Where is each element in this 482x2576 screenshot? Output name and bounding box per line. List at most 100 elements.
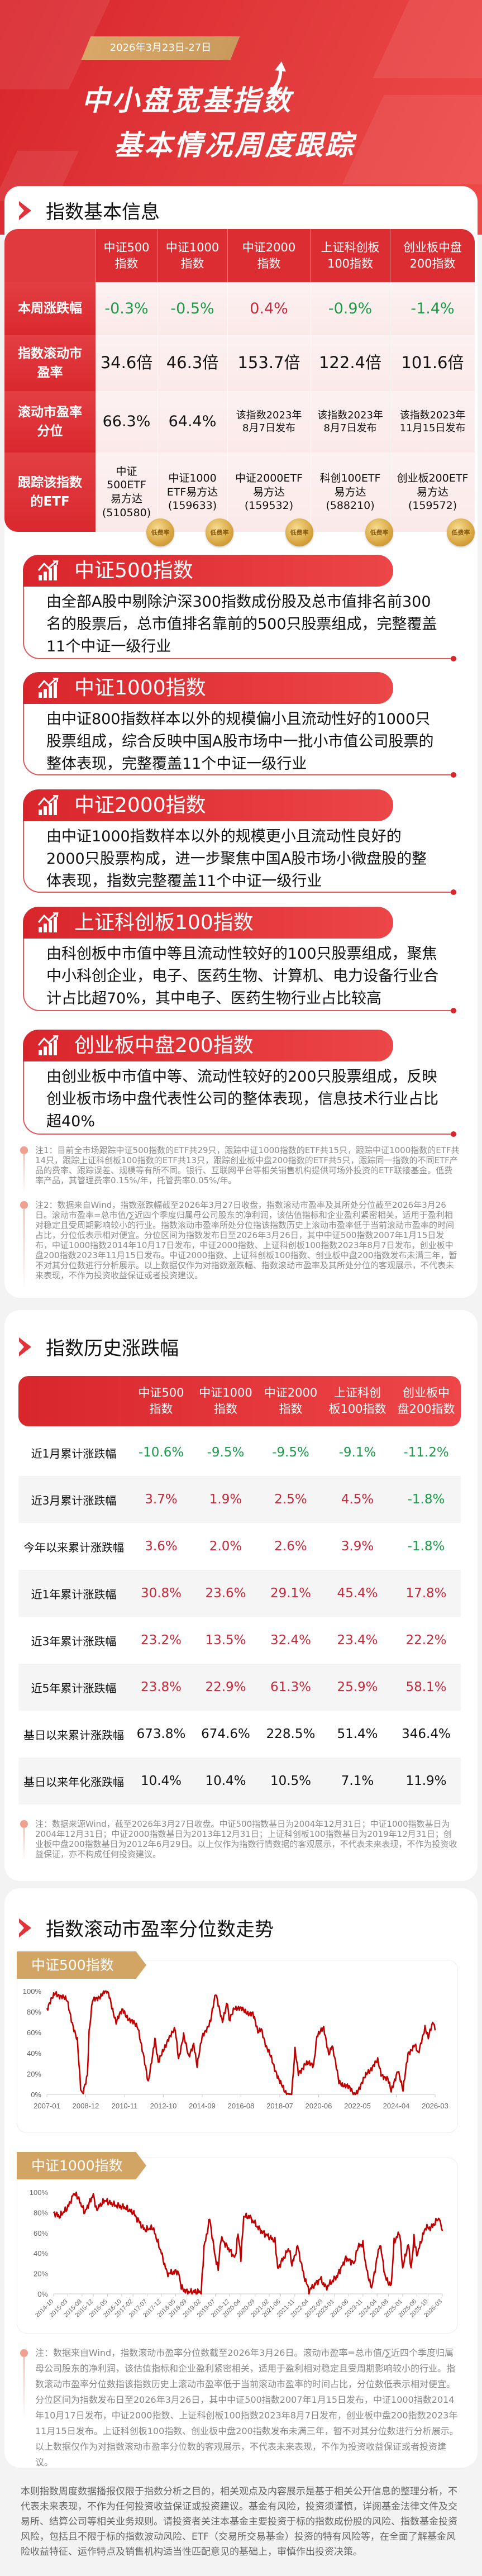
- row-label: 今年以来累计涨跌幅: [23, 1540, 124, 1554]
- table-cell: 中证1000 ETF易方达 (159633): [157, 453, 227, 532]
- section-title: 指数滚动市盈率分位数走势: [46, 1918, 274, 1941]
- table-row: 近5年累计涨跌幅 23.8% 22.9% 61.3% 25.9% 58.1%: [18, 1664, 461, 1711]
- note-dot: [20, 1201, 28, 1209]
- end-dot-icon: [451, 889, 456, 895]
- table-cell: 58.1%: [405, 1680, 447, 1694]
- index-description-0: 中证500指数 由全部A股中剔除沪深300指数成份股及总市值排名前300名的股票后…: [23, 555, 456, 661]
- x-tick-label: 2012-10: [150, 2102, 177, 2110]
- note-line: [23, 1153, 25, 1193]
- pe-percentile-line: [53, 2191, 443, 2295]
- column-header: 创业板中 盘200指数: [397, 1385, 455, 1416]
- table-cell: 2.6%: [274, 1539, 307, 1554]
- description-title: 中证1000指数: [74, 677, 206, 699]
- chevron-right-icon: [19, 201, 31, 220]
- up-arrow-icon: [268, 61, 286, 94]
- table-cell: 25.9%: [337, 1680, 378, 1694]
- description-body: 由创业板中市值中等、流动性较好的200只股票组成，反映创业板市场中盘代表性公司的…: [23, 1061, 453, 1135]
- low-fee-badge: 低费率: [365, 518, 393, 546]
- x-tick-label: 2010-11: [112, 2102, 138, 2110]
- description-header: 中证500指数: [23, 555, 393, 587]
- section-header: 指数基本信息: [19, 197, 160, 224]
- table-cell: -1.8%: [407, 1539, 445, 1554]
- table-cell: 51.4%: [337, 1727, 378, 1741]
- bar-chart-trend-icon: [37, 1035, 59, 1055]
- y-tick-label: 100%: [30, 2188, 49, 2197]
- table-row: 近3年累计涨跌幅 23.2% 13.5% 32.4% 23.4% 22.2%: [18, 1617, 461, 1664]
- table-cell: 32.4%: [270, 1633, 312, 1648]
- table-cell: 11.9%: [405, 1774, 447, 1788]
- description-title: 中证500指数: [74, 559, 193, 582]
- row-label: 基日以来累计涨跌幅: [23, 1728, 124, 1742]
- history-note-text: 注：数据来源Wind，截至2026年3月27日收盘。中证500指数基日为2004…: [35, 1819, 457, 1859]
- x-tick-label: 2008-12: [73, 2102, 99, 2110]
- chart-tag-csi500: 中证500指数: [17, 1951, 146, 1979]
- description-header: 创业板中盘200指数: [23, 1030, 393, 1061]
- table-row: 近1月累计涨跌幅 -10.6% -9.5% -9.5% -9.1% -11.2%: [18, 1429, 461, 1476]
- table-cell: -1.8%: [407, 1492, 445, 1507]
- table-cell: 673.8%: [136, 1727, 186, 1741]
- table-cell: 23.8%: [140, 1680, 182, 1694]
- table-cell: 10.5%: [270, 1774, 312, 1788]
- table-cell: -0.5%: [157, 282, 227, 335]
- note-line: [23, 1827, 25, 1860]
- disclaimer: 本则指数周度数据播报仅限于指数分析之目的，相关观点及内容展示是基于相关公开信息的…: [21, 2486, 457, 2558]
- history-table: 近1月累计涨跌幅 -10.6% -9.5% -9.5% -9.1% -11.2% 近3月累计…: [18, 1429, 461, 1804]
- table-cell: 228.5%: [266, 1727, 316, 1741]
- table-row: 近1年累计涨跌幅 30.8% 23.6% 29.1% 45.4% 17.8%: [18, 1570, 461, 1617]
- table-cell: 7.1%: [341, 1774, 374, 1788]
- table-cell: -1.4%: [390, 282, 475, 335]
- table-cell: 2.5%: [274, 1492, 307, 1507]
- table-cell: 13.5%: [205, 1633, 246, 1648]
- row-label: 近5年累计涨跌幅: [31, 1681, 117, 1695]
- table-cell: -0.9%: [310, 282, 390, 335]
- table-cell: -0.3%: [96, 282, 157, 335]
- banner-title-line1: 中小盘宽基指数: [82, 84, 293, 117]
- decor-shape: [342, 95, 482, 184]
- end-dot-icon: [451, 656, 456, 661]
- table-cell: 2.0%: [209, 1539, 242, 1554]
- row-label: 近3年累计涨跌幅: [31, 1634, 117, 1648]
- chart-box-csi500: 0% 20% 40% 60% 80% 100% 2007-01 2008-12 2010-11 2…: [17, 1960, 458, 2133]
- basic-info-table: 中证500 指数 中证1000 指数 中证2000 指数 上证科创板 100指数 创业板…: [4, 229, 475, 532]
- table-cell: 10.4%: [205, 1774, 246, 1788]
- end-dot-icon: [451, 772, 456, 778]
- bar-chart-trend-icon: [37, 560, 59, 580]
- basic-note-1: 注2：数据来自Wind，指数涨跌幅截至2026年3月27日收盘，指数滚动市盈率及…: [20, 1200, 460, 1291]
- x-tick-label: 2014-09: [189, 2102, 216, 2110]
- pe-percentile-chart-csi500: 0% 20% 40% 60% 80% 100% 2007-01 2008-12 2010-11 2…: [23, 1987, 448, 2110]
- bar-chart-trend-icon: [37, 912, 59, 932]
- table-corner-cell: [4, 229, 96, 282]
- description-body: 由科创板中市值中等且流动性较好的100只股票组成，聚焦中小科创企业，电子、医药生…: [23, 939, 453, 1011]
- table-cell: 674.6%: [201, 1727, 250, 1741]
- pe-percentile-chart-csi1000: 0%20%40%60%80%100%2014-102015-032015-082…: [30, 2188, 443, 2319]
- table-cell: 该指数2023年 8月7日发布: [310, 391, 390, 453]
- note-text: 注1：目前全市场跟踪中证500指数的ETF共29只，跟踪中证1000指数的ETF…: [35, 1145, 460, 1185]
- table-cell: 中证2000ETF 易方达 (159532): [227, 453, 310, 532]
- description-body: 由中证1000指数样本以外的规模更小且流动性良好的2000只股票构成，进一步聚焦…: [23, 821, 453, 893]
- y-tick-label: 40%: [27, 2049, 41, 2058]
- description-body: 由中证800指数样本以外的规模偏小且流动性好的1000只股票组成，综合反映中国A…: [23, 704, 453, 775]
- x-tick-label: 2024-04: [383, 2102, 410, 2110]
- table-cell: 该指数2023年 11月15日发布: [390, 391, 475, 453]
- note-dot: [20, 2349, 28, 2357]
- description-header: 上证科创板100指数: [23, 907, 393, 939]
- low-fee-badge: 低费率: [146, 518, 174, 546]
- description-header: 中证2000指数: [23, 789, 393, 821]
- note-line: [23, 1208, 25, 1291]
- bar-chart-trend-icon: [37, 795, 59, 815]
- table-cell: -9.5%: [272, 1445, 309, 1460]
- table-cell: 10.4%: [140, 1774, 182, 1788]
- bar-chart-trend-icon: [37, 678, 59, 698]
- column-header: 创业板中盘 200指数: [390, 229, 475, 282]
- date-range: 2026年3月23日-27日: [109, 42, 212, 54]
- table-cell: 23.4%: [337, 1633, 378, 1648]
- y-tick-label: 100%: [23, 1987, 42, 1996]
- row-label: 本周涨跌幅: [4, 282, 96, 335]
- table-cell: 64.4%: [157, 391, 227, 453]
- history-note: 注：数据来源Wind，截至2026年3月27日收盘。中证500指数基日为2004…: [20, 1819, 460, 1860]
- table-cell: 61.3%: [270, 1680, 312, 1694]
- x-tick-label: 2020-06: [306, 2102, 332, 2110]
- table-cell: 3.9%: [341, 1539, 374, 1554]
- table-corner-cell: [18, 1376, 129, 1426]
- table-row: 近3月累计涨跌幅 3.7% 1.9% 2.5% 4.5% -1.8%: [18, 1476, 461, 1523]
